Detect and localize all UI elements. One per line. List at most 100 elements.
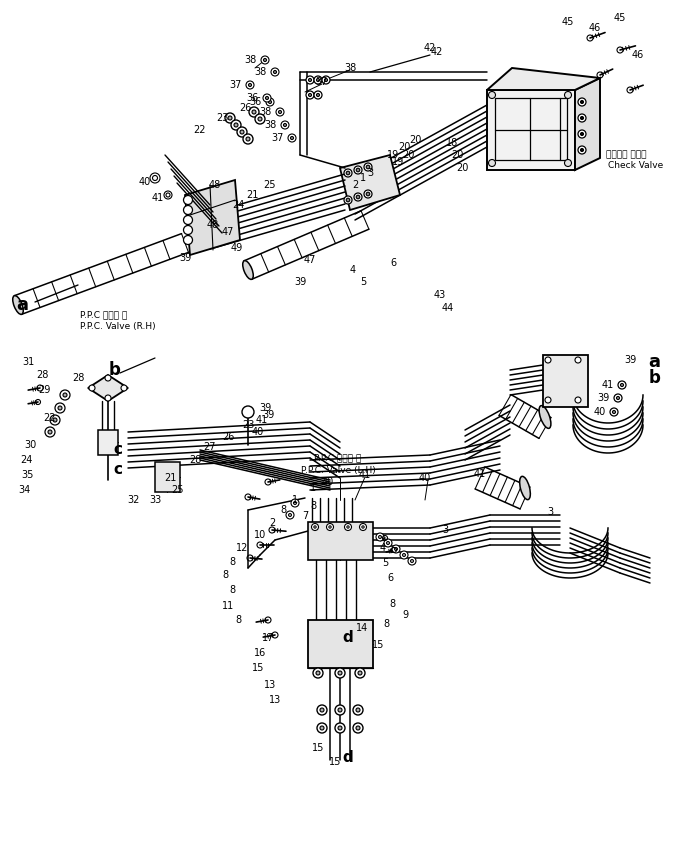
Text: 41: 41 bbox=[359, 470, 371, 480]
Circle shape bbox=[364, 190, 372, 198]
Text: 45: 45 bbox=[562, 17, 574, 27]
Circle shape bbox=[347, 525, 349, 528]
Text: 38: 38 bbox=[245, 55, 257, 65]
Circle shape bbox=[578, 98, 586, 106]
Text: d: d bbox=[343, 630, 354, 646]
Circle shape bbox=[271, 68, 279, 76]
Circle shape bbox=[327, 524, 333, 531]
Circle shape bbox=[354, 166, 362, 174]
Text: 41: 41 bbox=[474, 469, 486, 479]
Text: 10: 10 bbox=[254, 530, 266, 540]
Circle shape bbox=[55, 403, 65, 413]
Circle shape bbox=[314, 91, 322, 99]
Circle shape bbox=[258, 117, 262, 121]
Circle shape bbox=[48, 430, 52, 434]
Circle shape bbox=[105, 395, 111, 401]
Text: 32: 32 bbox=[127, 495, 139, 505]
Circle shape bbox=[489, 92, 495, 99]
Text: 14: 14 bbox=[356, 623, 368, 633]
Circle shape bbox=[618, 381, 626, 389]
Circle shape bbox=[367, 166, 370, 169]
Text: 11: 11 bbox=[222, 601, 234, 611]
Text: 38: 38 bbox=[254, 67, 267, 77]
Text: 3: 3 bbox=[367, 168, 373, 178]
Text: 20: 20 bbox=[409, 135, 421, 145]
Text: 1: 1 bbox=[310, 483, 316, 493]
Text: 36: 36 bbox=[250, 97, 262, 107]
Text: a: a bbox=[648, 353, 660, 371]
Text: P.P.C. Valve (R.H): P.P.C. Valve (R.H) bbox=[80, 323, 156, 331]
Text: 44: 44 bbox=[442, 303, 454, 313]
Bar bbox=[543, 355, 588, 407]
Circle shape bbox=[316, 671, 320, 675]
Circle shape bbox=[314, 525, 316, 528]
Text: 40: 40 bbox=[419, 473, 431, 483]
Circle shape bbox=[225, 113, 235, 123]
Circle shape bbox=[291, 499, 299, 507]
Text: 2: 2 bbox=[269, 518, 275, 528]
Text: 39: 39 bbox=[179, 253, 191, 263]
Circle shape bbox=[53, 418, 57, 422]
Text: 28: 28 bbox=[36, 370, 48, 380]
Text: 45: 45 bbox=[614, 13, 626, 23]
Circle shape bbox=[610, 408, 618, 416]
Circle shape bbox=[306, 76, 314, 84]
Text: 24: 24 bbox=[232, 200, 244, 210]
Circle shape bbox=[367, 192, 370, 196]
Circle shape bbox=[184, 195, 192, 205]
Circle shape bbox=[311, 524, 319, 531]
Text: 38: 38 bbox=[265, 120, 277, 130]
Circle shape bbox=[105, 375, 111, 381]
Circle shape bbox=[344, 196, 352, 204]
Text: b: b bbox=[109, 361, 121, 379]
Polygon shape bbox=[487, 68, 600, 90]
Circle shape bbox=[281, 121, 289, 129]
Text: 31: 31 bbox=[22, 357, 34, 367]
Polygon shape bbox=[88, 375, 128, 401]
Text: 39: 39 bbox=[262, 410, 274, 420]
Text: P.P.C ハルフ 左: P.P.C ハルフ 左 bbox=[315, 453, 362, 462]
Circle shape bbox=[362, 525, 364, 528]
Text: 39: 39 bbox=[259, 403, 271, 413]
Circle shape bbox=[63, 393, 67, 397]
Text: 21: 21 bbox=[164, 473, 176, 483]
Text: 5: 5 bbox=[382, 558, 388, 568]
Circle shape bbox=[338, 708, 342, 712]
Circle shape bbox=[353, 705, 363, 715]
Ellipse shape bbox=[13, 296, 23, 315]
Bar bbox=[98, 430, 118, 455]
Text: 22: 22 bbox=[44, 413, 56, 423]
Text: 9: 9 bbox=[402, 610, 408, 620]
Text: 19: 19 bbox=[387, 150, 399, 160]
Text: 3: 3 bbox=[547, 507, 553, 517]
Circle shape bbox=[564, 92, 572, 99]
Circle shape bbox=[335, 668, 345, 678]
Text: 38: 38 bbox=[344, 63, 356, 73]
Bar bbox=[308, 522, 373, 560]
Text: 39: 39 bbox=[624, 355, 636, 365]
Text: チェック ハルフ: チェック ハルフ bbox=[606, 151, 647, 160]
Text: 28: 28 bbox=[189, 455, 201, 465]
Circle shape bbox=[231, 120, 241, 130]
Text: 6: 6 bbox=[387, 573, 393, 583]
Text: 30: 30 bbox=[24, 440, 36, 450]
Circle shape bbox=[402, 553, 406, 557]
Text: 41: 41 bbox=[152, 193, 164, 203]
Text: 20: 20 bbox=[451, 150, 463, 160]
Circle shape bbox=[387, 542, 389, 544]
Circle shape bbox=[237, 127, 247, 137]
Circle shape bbox=[356, 195, 360, 199]
Circle shape bbox=[261, 56, 269, 64]
Bar bbox=[155, 462, 180, 492]
Polygon shape bbox=[340, 155, 400, 210]
Circle shape bbox=[45, 427, 55, 437]
Circle shape bbox=[364, 163, 372, 171]
Circle shape bbox=[575, 357, 581, 363]
Circle shape bbox=[394, 547, 398, 551]
Text: 42: 42 bbox=[424, 43, 436, 53]
Text: 8: 8 bbox=[310, 501, 316, 511]
Text: 5: 5 bbox=[360, 277, 366, 287]
Circle shape bbox=[314, 76, 322, 84]
Circle shape bbox=[356, 168, 360, 172]
Text: 20: 20 bbox=[456, 163, 468, 173]
